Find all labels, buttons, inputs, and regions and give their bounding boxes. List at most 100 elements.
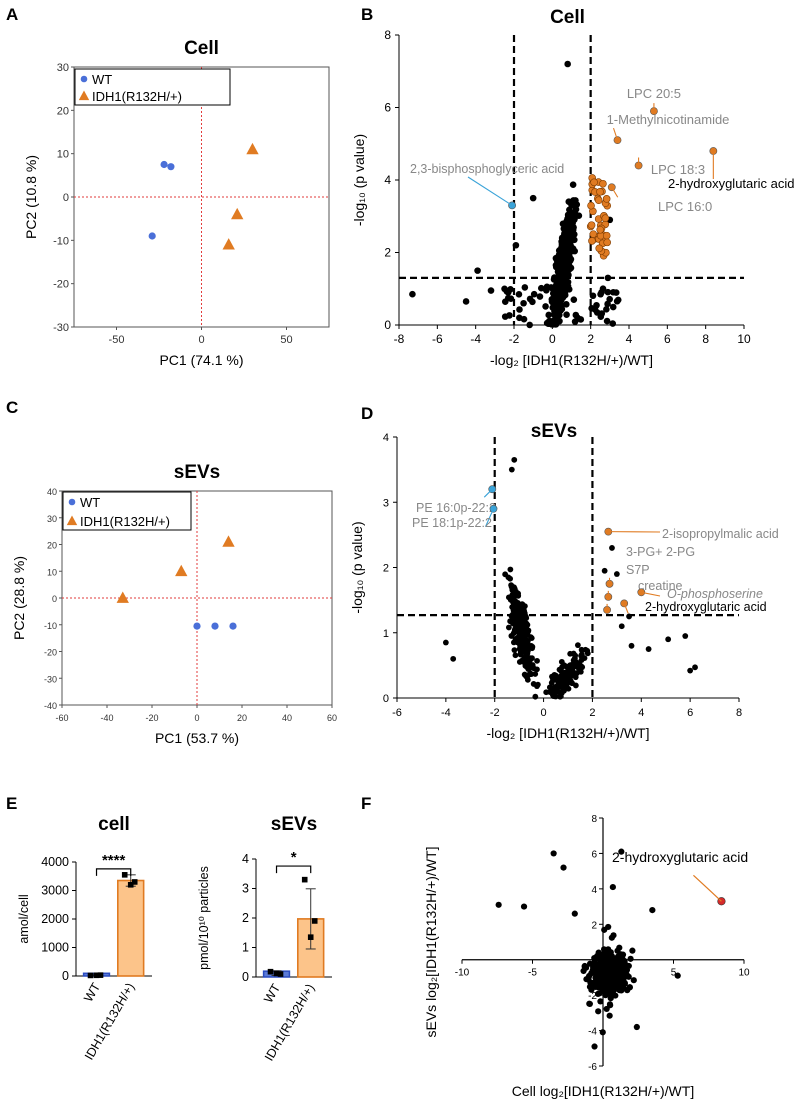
data-point [574,642,581,649]
data-point [548,298,556,305]
data-point [525,661,531,667]
x-tick-label: -8 [394,332,405,346]
data-point [605,990,612,997]
data-point-wt [193,622,201,630]
x-tick-label: 4 [638,707,644,719]
data-point [559,236,567,244]
data-point-idh [231,207,244,220]
data-point [550,850,557,857]
annotation-line [623,603,629,614]
x-axis-label: PC1 (74.1 %) [159,352,243,368]
data-point [601,975,608,982]
y-tick-label: -40 [44,701,57,711]
significant-point [601,214,610,223]
data-point [536,293,544,300]
y-axis-label: PC2 (10.8 %) [23,155,39,239]
data-point [508,466,515,473]
data-point [543,689,550,696]
significant-point [596,225,605,234]
data-point [617,960,625,968]
legend-label-idh: IDH1(R132H/+) [92,89,182,104]
pca-sevs-chart: -60 -40 -20 0 20 40 60 -40 -30 -20 -10 0 10 20 30 40 sEV… [11,462,337,746]
y-tick-label: 0 [62,969,69,983]
x-tick-label: 20 [237,713,247,723]
y-tick-label: 4 [242,852,249,866]
data-point [520,903,528,910]
data-point [558,273,565,280]
data-point [571,910,578,917]
data-point [520,615,526,621]
significant-point [602,195,611,203]
correlation-chart: -10 -5 5 10 -6 -4 -2 2 4 6 8 2-hydroxyglutaric acid… [423,814,750,1099]
data-point [633,1023,640,1031]
data-point [601,567,608,574]
x-tick-label: 2 [587,332,594,346]
data-point [511,647,518,654]
data-point [613,571,620,577]
significant-point [595,244,604,253]
data-point [612,977,619,984]
y-tick-label: 0 [384,318,391,332]
data-point [599,285,607,293]
panel-letter-b: B [361,5,373,24]
data-point [525,666,532,673]
data-point [542,303,549,310]
x-tick-label: 2 [589,707,595,719]
replicate-point [93,972,100,979]
x-axis-label: -log₂ [IDH1(R132H/+)/WT] [490,352,653,368]
data-point [559,253,566,261]
y-tick-label: 30 [47,514,57,524]
x-tick-label: 8 [736,707,742,719]
data-point [563,311,570,318]
data-point [515,291,523,298]
y-tick-label: 4 [383,432,389,444]
data-point [598,310,606,317]
data-point [599,967,607,975]
x-tick-label: 60 [327,713,337,723]
chart-title: sEVs [531,421,577,442]
data-point [604,274,612,282]
data-point [573,201,581,208]
replicate-point [97,972,104,978]
x-tick-label: 0 [541,707,547,719]
y-tick-label: 1 [242,941,249,955]
legend-marker-wt [68,498,76,506]
panel-letter-d: D [361,404,373,423]
data-point-wt [229,622,237,630]
data-point [572,311,580,319]
data-point [557,683,564,690]
data-point [607,985,615,992]
data-point [530,681,537,687]
annotation-label: 2-hydroxyglutaric acid [668,176,794,191]
data-point [618,623,625,630]
y-tick-label: -4 [588,1027,597,1038]
data-point [555,688,562,695]
data-point [609,883,616,891]
data-point [608,934,615,941]
data-point [442,639,449,646]
annotation-label: 2-hydroxyglutaric acid [645,600,767,614]
replicate-point [127,882,134,888]
data-point [614,947,621,954]
data-point-wt [167,163,175,171]
data-point [450,655,457,662]
data-point [624,987,631,994]
y-axis-label: pmol/10¹⁰ particles [197,866,211,970]
data-point [520,315,528,323]
data-point [649,907,656,914]
replicate-point [267,968,274,975]
data-point [604,300,611,308]
significant-point [587,201,595,210]
data-point [510,620,516,627]
y-tick-label: 3 [383,497,389,509]
data-point [604,967,611,974]
category-label: WT [81,980,103,1004]
y-tick-label: 8 [591,814,597,825]
data-point [572,682,579,689]
data-point [599,1029,606,1036]
category-label: WT [261,981,283,1005]
y-tick-label: 6 [384,101,391,115]
data-point [556,265,563,272]
panel-letter-f: F [361,794,371,813]
data-point [572,652,579,659]
